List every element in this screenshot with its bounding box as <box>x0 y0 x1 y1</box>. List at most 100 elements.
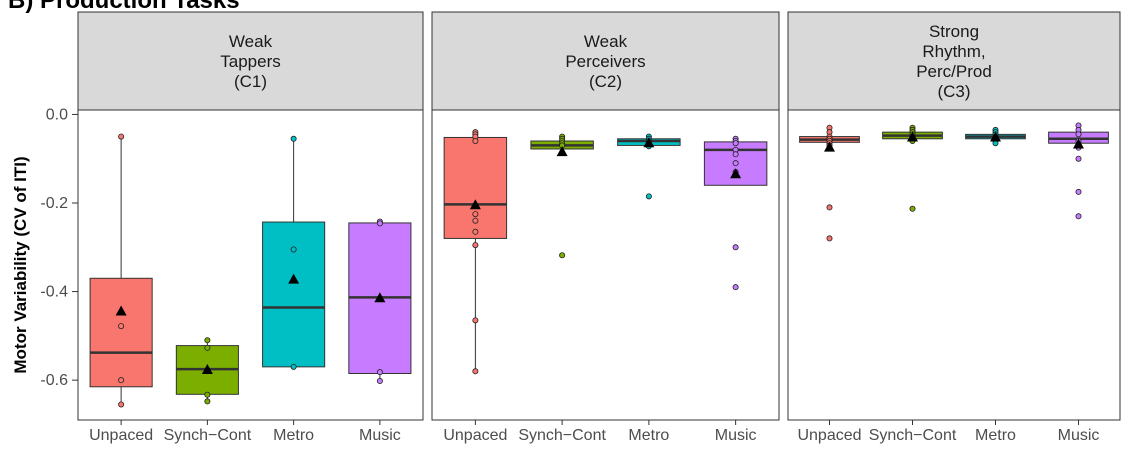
facet-strip-label: Strong <box>929 22 979 41</box>
data-point <box>732 151 739 158</box>
x-tick-label: Synch−Cont <box>518 427 606 444</box>
facet-strip <box>77 11 424 111</box>
data-point <box>909 205 916 212</box>
facet-strip-label: Rhythm, <box>922 42 985 61</box>
data-point <box>732 284 739 291</box>
data-point <box>204 391 211 398</box>
panel-border <box>431 109 780 421</box>
box-iqr <box>89 277 153 388</box>
data-point <box>472 137 479 144</box>
facet-strip-label: (C3) <box>937 82 970 101</box>
data-point <box>376 369 383 376</box>
facet-strip-label: Perceivers <box>565 52 645 71</box>
x-tick-label: Unpaced <box>443 427 507 444</box>
mean-marker <box>730 168 742 179</box>
data-point <box>1075 188 1082 195</box>
mean-marker <box>374 292 386 303</box>
y-axis-label: Motor Variability (CV of ITI) <box>11 156 30 373</box>
panel-border <box>787 109 1121 421</box>
data-point <box>472 368 479 375</box>
mean-marker <box>990 131 1001 142</box>
y-tick-label: 0.0 <box>46 106 68 123</box>
data-point <box>204 344 211 351</box>
panel-border <box>77 109 424 421</box>
data-point <box>376 378 383 385</box>
x-tick-label: Music <box>715 427 757 444</box>
facet-strip-label: (C1) <box>234 72 267 91</box>
x-tick-label: Music <box>1058 427 1100 444</box>
facet-strip <box>787 11 1121 111</box>
box-1 <box>443 129 508 375</box>
facet-strip-label: Weak <box>229 32 273 51</box>
y-tick-label: -0.6 <box>40 372 68 389</box>
data-point <box>732 160 739 167</box>
data-point <box>472 217 479 224</box>
x-tick-label: Synch−Cont <box>869 427 957 444</box>
box-4 <box>348 218 412 385</box>
mean-marker <box>1073 138 1084 149</box>
data-point <box>290 246 297 253</box>
facet-strip-label: Tappers <box>220 52 280 71</box>
mean-marker <box>643 137 655 148</box>
box-3 <box>262 135 326 370</box>
y-tick-label: -0.2 <box>40 195 68 212</box>
box-2 <box>530 133 594 259</box>
data-point <box>472 228 479 235</box>
box-1 <box>89 133 153 408</box>
data-point <box>1075 213 1082 220</box>
mean-marker <box>288 273 300 284</box>
box-4 <box>703 135 768 291</box>
facet-strip-label: (C2) <box>589 72 622 91</box>
data-point <box>826 235 833 242</box>
box-iqr <box>262 221 326 368</box>
data-point <box>290 135 297 142</box>
box-3 <box>965 126 1026 147</box>
chart-heading: B) Production Tasks <box>8 0 240 14</box>
data-point <box>1075 155 1082 162</box>
y-tick-label: -0.4 <box>40 284 68 301</box>
mean-marker <box>115 305 127 316</box>
data-point <box>376 220 383 227</box>
mean-marker <box>469 199 481 210</box>
data-point <box>118 323 125 330</box>
data-point <box>645 193 652 200</box>
x-tick-label: Metro <box>628 427 669 444</box>
data-point <box>732 244 739 251</box>
data-point <box>472 242 479 249</box>
x-tick-label: Synch−Cont <box>164 427 252 444</box>
data-point <box>118 401 125 408</box>
data-point <box>732 140 739 147</box>
data-point <box>472 211 479 218</box>
data-point <box>118 377 125 384</box>
mean-marker <box>201 363 213 374</box>
data-point <box>472 317 479 324</box>
data-point <box>290 363 297 370</box>
data-point <box>1075 131 1082 138</box>
data-point <box>204 337 211 344</box>
x-tick-label: Metro <box>273 427 314 444</box>
x-tick-label: Unpaced <box>89 427 153 444</box>
facet-strip-label: Perc/Prod <box>916 62 992 81</box>
y-axis: 0.0 -0.2 -0.4 -0.6 <box>40 106 78 389</box>
mean-marker <box>907 131 918 142</box>
data-point <box>204 398 211 405</box>
x-tick-label: Music <box>359 427 401 444</box>
facet-strip <box>431 11 780 111</box>
data-point <box>559 252 566 259</box>
box-2 <box>882 124 943 212</box>
box-2 <box>175 337 239 405</box>
box-1 <box>799 124 860 242</box>
box-3 <box>617 133 681 200</box>
facet-strip-label: Weak <box>584 32 628 51</box>
x-tick-label: Unpaced <box>797 427 861 444</box>
box-4 <box>1048 122 1109 220</box>
mean-marker <box>556 146 568 157</box>
mean-marker <box>824 141 835 152</box>
x-tick-label: Metro <box>975 427 1016 444</box>
data-point <box>118 133 125 140</box>
